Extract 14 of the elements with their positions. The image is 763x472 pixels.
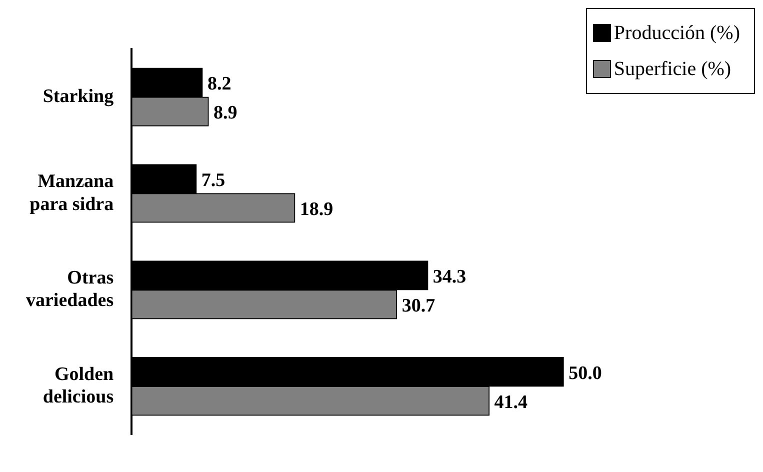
- data-label: 50.0: [568, 362, 602, 384]
- data-label: 8.9: [213, 102, 238, 124]
- legend-label: Producción (%): [614, 22, 740, 44]
- y-tick-label: Starking: [42, 86, 114, 107]
- y-tick-label: Golden delicious: [42, 364, 114, 408]
- data-label: 7.5: [201, 170, 226, 191]
- data-label: 30.7: [402, 295, 436, 316]
- y-tick-label: Otras variedades: [26, 267, 114, 312]
- data-label: 34.3: [432, 266, 466, 288]
- data-label: 8.2: [207, 73, 232, 94]
- legend-label: Superficie (%): [614, 58, 732, 80]
- data-label: 18.9: [300, 198, 334, 220]
- data-label: 41.4: [494, 392, 528, 413]
- y-tick-label: Manzana para sidra: [30, 170, 114, 215]
